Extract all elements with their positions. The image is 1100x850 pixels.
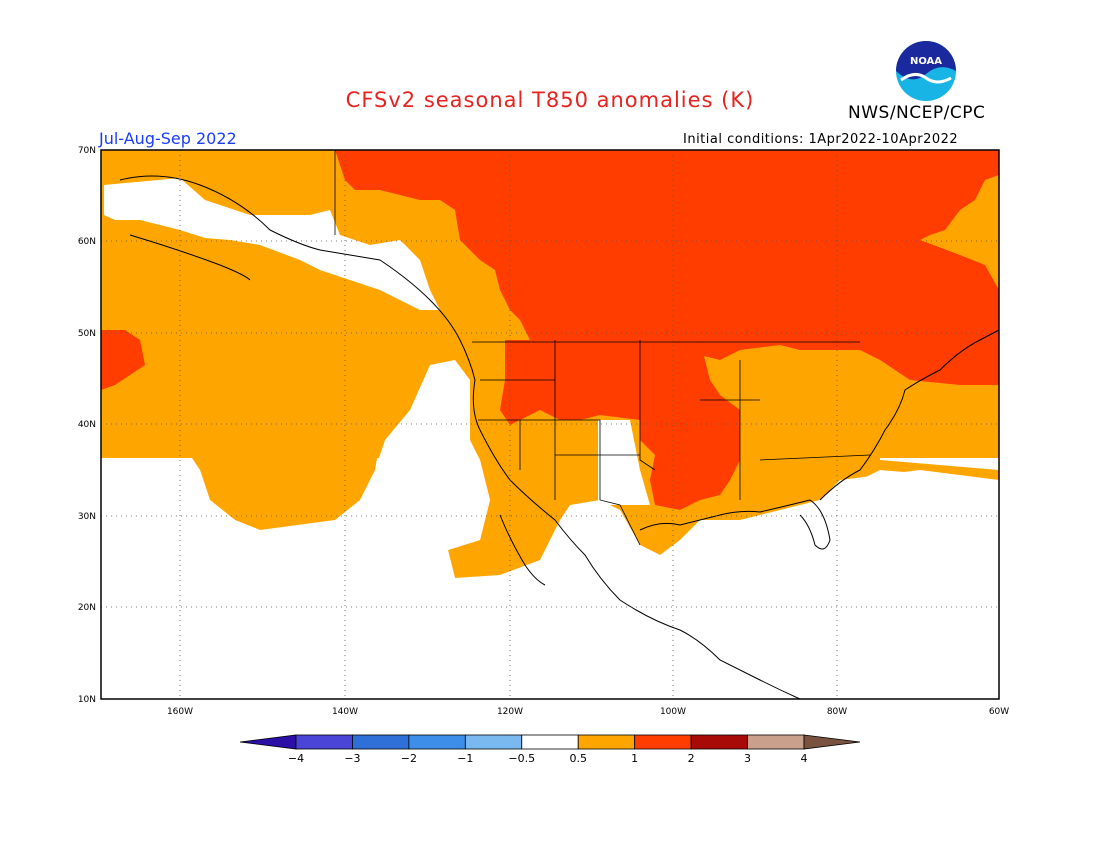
colorbar-segment bbox=[408, 734, 466, 750]
colorbar-tick-label: −1 bbox=[457, 752, 474, 765]
political-borders bbox=[334, 150, 871, 546]
organization-label: NWS/NCEP/CPC bbox=[848, 103, 986, 123]
colorbar-tick-label: 2 bbox=[687, 752, 695, 765]
lon-label: 120W bbox=[497, 707, 523, 717]
lat-label: 10N bbox=[78, 695, 96, 705]
colorbar-arrow-high bbox=[803, 734, 861, 750]
colorbar-segment bbox=[577, 734, 636, 750]
colorbar-arrow-low bbox=[239, 734, 297, 750]
lon-label: 140W bbox=[332, 707, 358, 717]
colorbar-tick-label: −3 bbox=[344, 752, 361, 765]
colorbar-segment bbox=[634, 734, 692, 750]
lon-label: 60W bbox=[989, 707, 1009, 717]
colorbar-segment bbox=[295, 734, 353, 750]
colorbar-tick-label: −2 bbox=[400, 752, 417, 765]
lon-label: 80W bbox=[827, 707, 847, 717]
colorbar-segment bbox=[464, 734, 523, 750]
lat-label: 20N bbox=[78, 603, 96, 613]
colorbar-tick-label: 1 bbox=[631, 752, 639, 765]
anomaly-below-0.5-region bbox=[101, 178, 999, 699]
lat-label: 40N bbox=[78, 420, 96, 430]
colorbar-tick-label: −4 bbox=[287, 752, 305, 765]
colorbar-segment bbox=[747, 734, 805, 750]
colorbar-tick-label: 3 bbox=[744, 752, 752, 765]
lon-label: 100W bbox=[660, 707, 686, 717]
map-frame bbox=[100, 149, 1000, 700]
season-label: Jul-Aug-Sep 2022 bbox=[99, 129, 237, 148]
anomaly-1-2-region bbox=[101, 150, 999, 510]
latitude-labels: 70N 60N 50N 40N 30N 20N 10N bbox=[78, 146, 96, 705]
lat-label: 60N bbox=[78, 237, 96, 247]
colorbar-tick-label: −0.5 bbox=[508, 752, 536, 765]
longitude-labels: 160W 140W 120W 100W 80W 60W bbox=[167, 707, 1009, 717]
lon-label: 160W bbox=[167, 707, 193, 717]
colorbar bbox=[239, 734, 861, 750]
initial-conditions: Initial conditions: 1Apr2022-10Apr2022 bbox=[683, 132, 959, 147]
colorbar-segment bbox=[521, 734, 579, 750]
map-title: CFSv2 seasonal T850 anomalies (K) bbox=[345, 88, 755, 112]
noaa-logo: NOAA bbox=[896, 41, 956, 101]
colorbar-segment bbox=[690, 734, 748, 750]
colorbar-tick-label: 4 bbox=[800, 752, 808, 765]
lat-label: 70N bbox=[78, 146, 96, 156]
anomaly-field bbox=[101, 150, 999, 699]
colorbar-segment bbox=[352, 734, 410, 750]
lat-label: 30N bbox=[78, 512, 96, 522]
colorbar-tick-label: 0.5 bbox=[569, 752, 587, 765]
lat-label: 50N bbox=[78, 329, 96, 339]
noaa-logo-text: NOAA bbox=[910, 56, 942, 67]
coastlines bbox=[119, 175, 999, 699]
